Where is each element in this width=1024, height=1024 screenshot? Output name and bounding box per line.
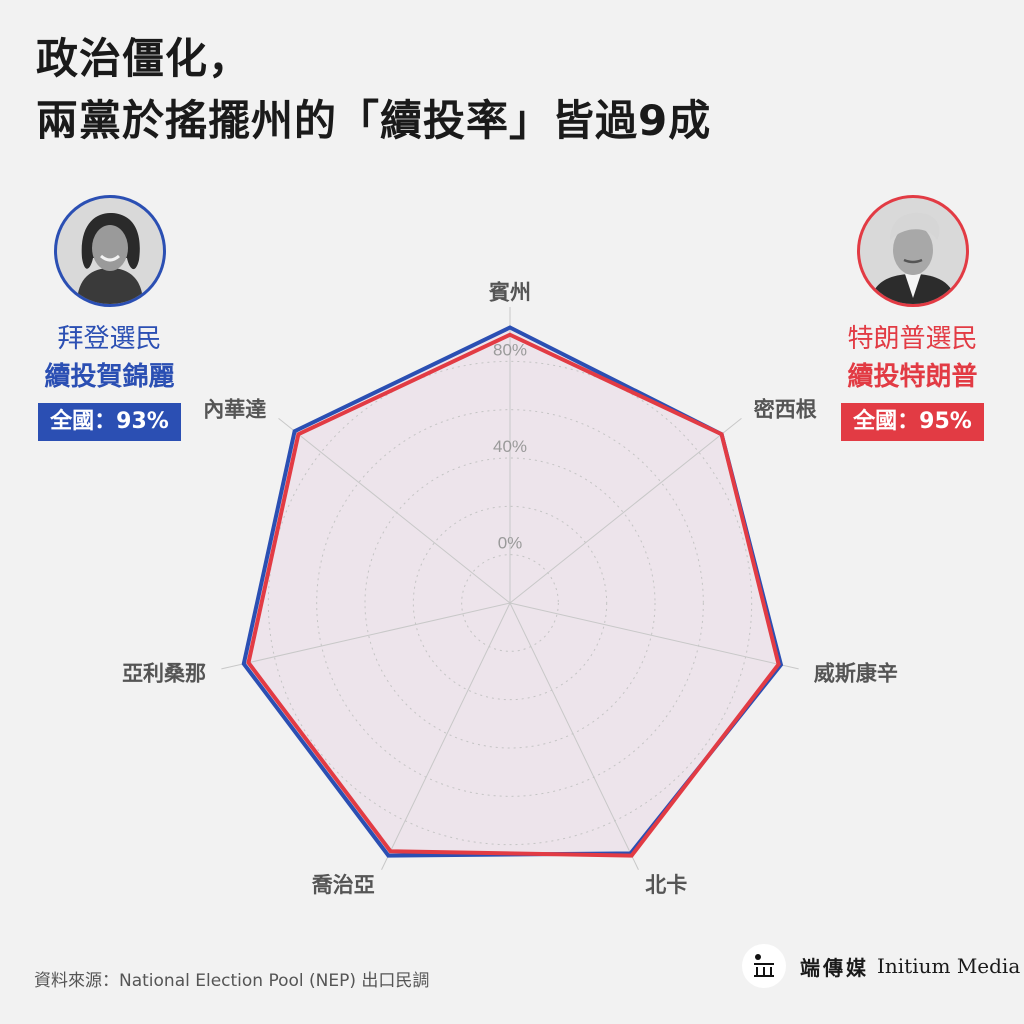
harris-candidate-label: 續投賀錦麗 bbox=[44, 362, 175, 392]
series-line bbox=[246, 332, 781, 858]
logo-chinese-name: 端傳媒 bbox=[800, 955, 869, 980]
grid-circle bbox=[267, 360, 753, 846]
grid-circle bbox=[364, 457, 656, 749]
chart-title: 政治僵化， 兩黨於搖擺州的「續投率」皆過9成 bbox=[36, 28, 711, 152]
tick-label: 80% bbox=[493, 340, 527, 359]
harris-portrait bbox=[53, 195, 166, 307]
axis-spoke bbox=[381, 602, 511, 870]
axis-spoke bbox=[509, 418, 742, 604]
category-label: 密西根 bbox=[754, 398, 817, 422]
initium-logo-icon bbox=[742, 944, 786, 988]
trump-portrait bbox=[856, 195, 969, 307]
axis-spoke bbox=[221, 602, 511, 670]
tick-label: 0% bbox=[498, 534, 523, 553]
axis-spoke bbox=[509, 602, 639, 870]
axis-spoke bbox=[278, 418, 511, 604]
category-label: 北卡 bbox=[645, 873, 687, 897]
trump-candidate-label: 續投特朗普 bbox=[847, 362, 978, 392]
category-label: 亞利桑那 bbox=[122, 661, 206, 685]
category-label: 喬治亞 bbox=[311, 873, 375, 897]
trump-national-badge: 全國：95% bbox=[841, 403, 984, 441]
category-label: 內華達 bbox=[203, 398, 266, 422]
radar-fill bbox=[243, 327, 781, 856]
category-label: 威斯康辛 bbox=[814, 661, 898, 685]
title-line-1: 政治僵化， bbox=[36, 34, 252, 83]
source-note: 資料來源：National Election Pool (NEP) 出口民調 bbox=[34, 971, 430, 991]
category-label: 賓州 bbox=[488, 280, 531, 304]
harris-voter-label: 拜登選民 bbox=[57, 324, 162, 354]
trump-voter-label: 特朗普選民 bbox=[847, 324, 978, 354]
grid-circle bbox=[412, 505, 608, 701]
axis-spoke bbox=[509, 602, 799, 670]
logo-english-name: Initium Media bbox=[877, 954, 1021, 978]
title-line-2: 兩黨於搖擺州的「續投率」皆過9成 bbox=[36, 96, 712, 145]
trump-panel: 特朗普選民 續投特朗普 全國：95% bbox=[825, 195, 1000, 441]
tick-label: 40% bbox=[493, 437, 527, 456]
harris-national-badge: 全國：93% bbox=[38, 403, 181, 441]
grid-circle bbox=[316, 409, 704, 797]
initium-logo: 端傳媒 Initium Media bbox=[742, 944, 1020, 988]
harris-panel: 拜登選民 續投賀錦麗 全國：93% bbox=[22, 195, 197, 441]
grid-circle bbox=[461, 554, 559, 652]
